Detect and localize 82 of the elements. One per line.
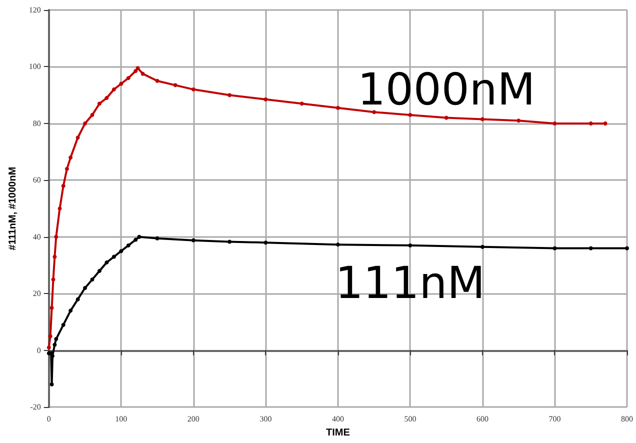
y-tick-label: 100 — [28, 62, 41, 72]
point — [76, 136, 80, 140]
point — [68, 308, 73, 313]
y-tick-label: 60 — [32, 176, 41, 185]
y-tick-label: 80 — [32, 118, 41, 128]
point — [104, 260, 109, 264]
point — [140, 72, 145, 76]
point — [137, 234, 142, 239]
series-label: 1000nM — [357, 64, 536, 116]
point — [50, 382, 54, 386]
point — [264, 97, 268, 102]
point — [50, 306, 54, 310]
point — [625, 246, 629, 250]
point — [61, 184, 66, 188]
point — [54, 234, 58, 239]
point — [228, 240, 232, 244]
point — [173, 83, 178, 88]
point — [90, 112, 94, 117]
point — [61, 322, 66, 327]
series-label: 111nM — [335, 258, 486, 309]
point — [48, 334, 52, 338]
point — [588, 121, 593, 126]
x-tick-label: 700 — [548, 414, 561, 424]
point — [228, 93, 232, 98]
point — [126, 76, 130, 80]
y-tick-label: 40 — [32, 232, 41, 242]
point — [603, 121, 608, 126]
point — [264, 240, 268, 245]
point — [52, 254, 57, 259]
point — [90, 277, 94, 282]
point — [134, 68, 138, 73]
y-tick-label: 0 — [36, 346, 41, 355]
point — [155, 78, 160, 83]
point — [64, 166, 69, 171]
point — [112, 254, 116, 259]
point — [119, 249, 124, 254]
y-tick-label: -20 — [30, 402, 41, 412]
point — [336, 106, 340, 110]
point — [112, 87, 116, 92]
x-tick-label: 500 — [404, 414, 416, 424]
point — [83, 286, 88, 290]
point — [444, 116, 448, 120]
y-tick-label: 20 — [32, 289, 41, 298]
point — [408, 243, 412, 248]
point — [191, 87, 196, 92]
point — [46, 346, 51, 350]
x-axis-title: TIME — [326, 428, 350, 438]
point — [336, 242, 340, 247]
point — [97, 102, 102, 106]
x-tick-label: 300 — [260, 414, 272, 424]
point — [588, 246, 593, 250]
x-tick-label: 100 — [115, 414, 128, 424]
x-tick-label: 0 — [46, 414, 51, 424]
point — [552, 121, 557, 126]
point — [480, 244, 484, 249]
point — [97, 268, 102, 273]
point — [372, 110, 376, 114]
point — [155, 236, 160, 240]
x-tick-label: 800 — [621, 414, 633, 424]
point — [52, 342, 57, 347]
point — [83, 121, 88, 126]
x-tick-label: 600 — [476, 414, 488, 424]
point — [104, 96, 109, 100]
x-tick-label: 200 — [187, 414, 200, 424]
point — [126, 243, 130, 248]
x-tick-label: 400 — [332, 414, 344, 424]
point — [58, 206, 62, 211]
y-tick-label: 120 — [28, 6, 41, 14]
point — [54, 337, 58, 342]
point — [300, 102, 304, 106]
point — [134, 238, 138, 242]
y-axis-title: #111nM, #1000nM — [8, 166, 18, 250]
point — [51, 277, 56, 282]
point — [76, 297, 80, 302]
point — [68, 155, 73, 160]
point — [552, 246, 557, 250]
point — [119, 82, 124, 86]
point — [136, 66, 140, 70]
point — [516, 118, 521, 123]
point — [191, 238, 196, 242]
point — [408, 112, 412, 117]
point — [480, 117, 484, 122]
